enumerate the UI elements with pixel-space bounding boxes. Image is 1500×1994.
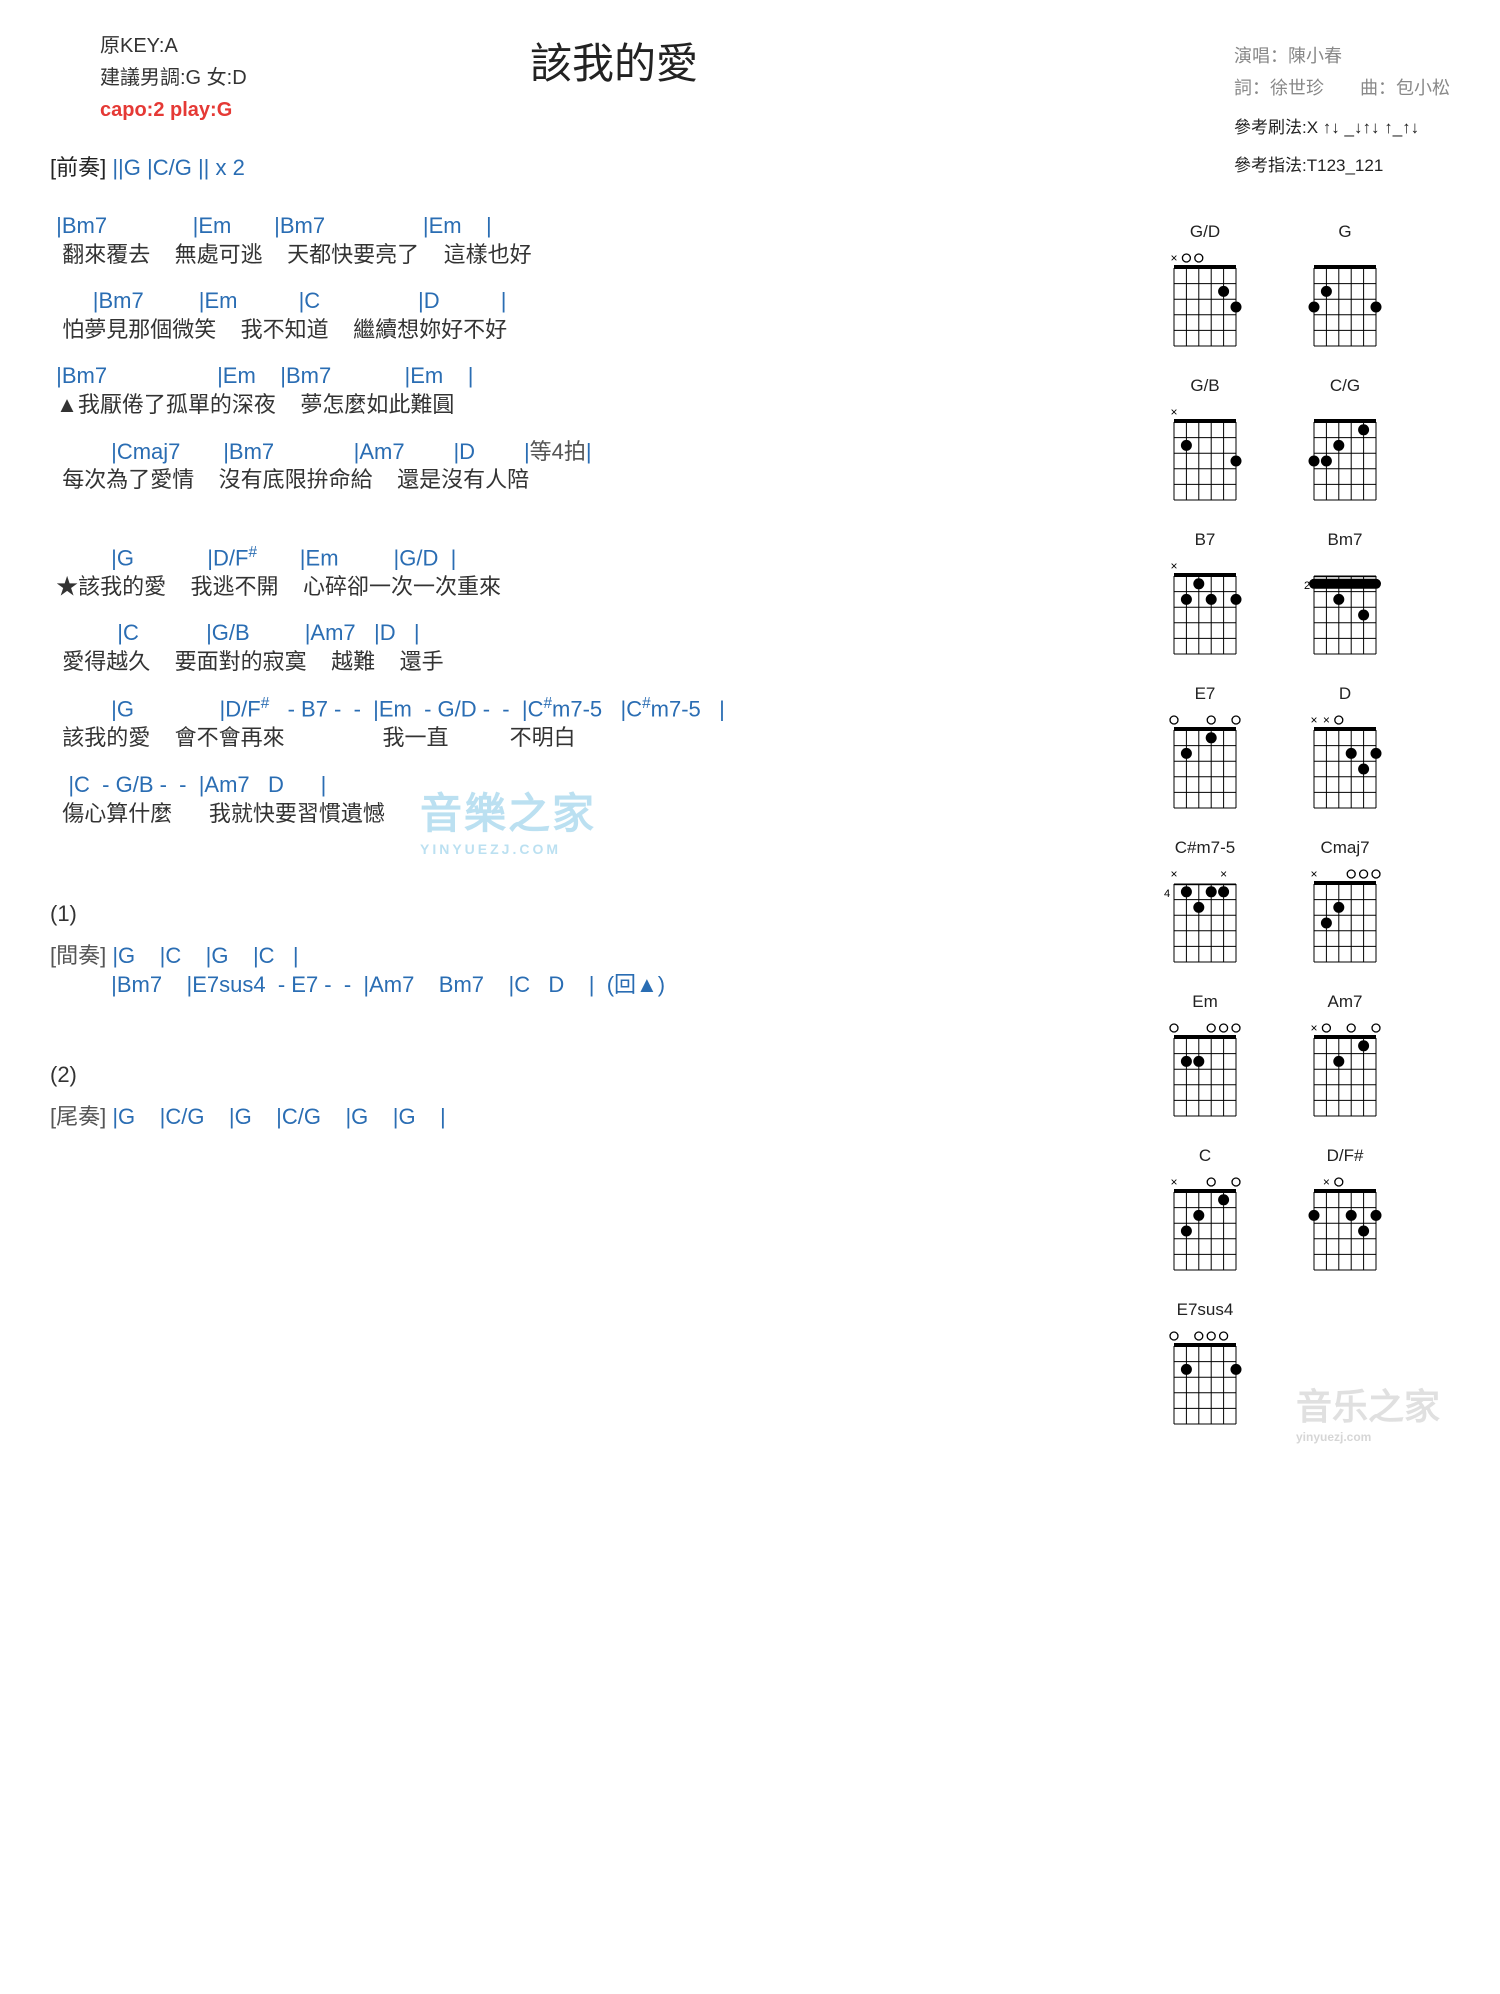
singer: 演唱：陳小春 — [1234, 40, 1450, 72]
svg-text:×: × — [1170, 1175, 1177, 1189]
chord-diagram: E7 — [1150, 684, 1260, 818]
marker-2: (2) — [50, 1062, 1120, 1088]
chord-diagram: Cmaj7× — [1290, 838, 1400, 972]
lyric-line: |Bm7 |Em |C |D | 怕夢見那個微笑 我不知道 繼續想妳好不好 — [50, 287, 1120, 344]
chord-diagram: Em — [1150, 992, 1260, 1126]
lyric-line: |C |G/B |Am7 |D | 愛得越久 要面對的寂寞 越難 還手 — [50, 619, 1120, 676]
capo-line: capo:2 play:G — [100, 94, 247, 126]
lyric-line: |G |D/F# |Em |G/D | ★該我的愛 我逃不開 心碎卻一次一次重來 — [50, 543, 1120, 602]
header-meta-right: 演唱：陳小春 詞：徐世珍 曲：包小松 參考刷法:X ↑↓ _↓↑↓ ↑_↑↓ 參… — [1234, 40, 1450, 182]
credits: 詞：徐世珍 曲：包小松 — [1234, 72, 1450, 104]
chord-diagram: C/G — [1290, 376, 1400, 510]
lyric-line: |Bm7 |Em |Bm7 |Em | ▲我厭倦了孤單的深夜 夢怎麼如此難圓 — [50, 362, 1120, 419]
chord-diagram: C× — [1150, 1146, 1260, 1280]
lyric-line: |Cmaj7 |Bm7 |Am7 |D |等4拍| 每次為了愛情 沒有底限拚命給… — [50, 438, 1120, 495]
chord-diagram-column: G/D×GG/B×C/GB7×Bm72E7D××C#m7-54××Cmaj7×E… — [1150, 212, 1450, 1434]
lyric-line: |G |D/F# - B7 - - |Em - G/D - - |C#m7-5 … — [50, 694, 1120, 753]
suggested-key: 建議男調:G 女:D — [100, 62, 247, 94]
song-title: 該我的愛 — [530, 30, 698, 91]
chord-diagram: G/B× — [1150, 376, 1260, 510]
chord-diagram: G/D× — [1150, 222, 1260, 356]
strum-pattern: 參考刷法:X ↑↓ _↓↑↓ ↑_↑↓ — [1234, 113, 1450, 144]
header: 原KEY:A 建議男調:G 女:D capo:2 play:G 該我的愛 演唱：… — [50, 30, 1450, 150]
interlude: [間奏] |G |C |G |C | |Bm7 |E7sus4 - E7 - -… — [50, 942, 1120, 999]
chord-diagram: E7sus4 — [1150, 1300, 1260, 1434]
watermark-corner: 音乐之家 yinyuezj.com — [1296, 1378, 1440, 1444]
svg-text:×: × — [1170, 867, 1177, 881]
pick-pattern: 參考指法:T123_121 — [1234, 151, 1450, 182]
lyrics-column: |Bm7 |Em |Bm7 |Em | 翻來覆去 無處可逃 天都快要亮了 這樣也… — [50, 212, 1150, 1434]
svg-text:×: × — [1170, 251, 1177, 265]
chord-diagram: B7× — [1150, 530, 1260, 664]
svg-text:×: × — [1170, 559, 1177, 573]
marker-1: (1) — [50, 901, 1120, 927]
svg-text:2: 2 — [1304, 580, 1310, 592]
chord-diagram: Bm72 — [1290, 530, 1400, 664]
svg-text:×: × — [1310, 713, 1317, 727]
chord-diagram: Am7× — [1290, 992, 1400, 1126]
outro: [尾奏] |G |C/G |G |C/G |G |G | — [50, 1103, 1120, 1132]
chord-diagram: D×× — [1290, 684, 1400, 818]
svg-text:×: × — [1310, 867, 1317, 881]
svg-text:×: × — [1323, 1175, 1330, 1189]
chord-diagram: G — [1290, 222, 1400, 356]
chord-diagram: C#m7-54×× — [1150, 838, 1260, 972]
svg-text:4: 4 — [1164, 888, 1170, 900]
lyric-line: |Bm7 |Em |Bm7 |Em | 翻來覆去 無處可逃 天都快要亮了 這樣也… — [50, 212, 1120, 269]
header-meta-left: 原KEY:A 建議男調:G 女:D capo:2 play:G — [100, 30, 247, 126]
svg-text:×: × — [1323, 713, 1330, 727]
svg-text:×: × — [1220, 867, 1227, 881]
svg-text:×: × — [1170, 405, 1177, 419]
chord-diagram: D/F#× — [1290, 1146, 1400, 1280]
svg-text:×: × — [1310, 1021, 1317, 1035]
lyric-line: |C - G/B - - |Am7 D | 傷心算什麼 我就快要習慣遺憾 — [50, 771, 1120, 828]
original-key: 原KEY:A — [100, 30, 247, 62]
